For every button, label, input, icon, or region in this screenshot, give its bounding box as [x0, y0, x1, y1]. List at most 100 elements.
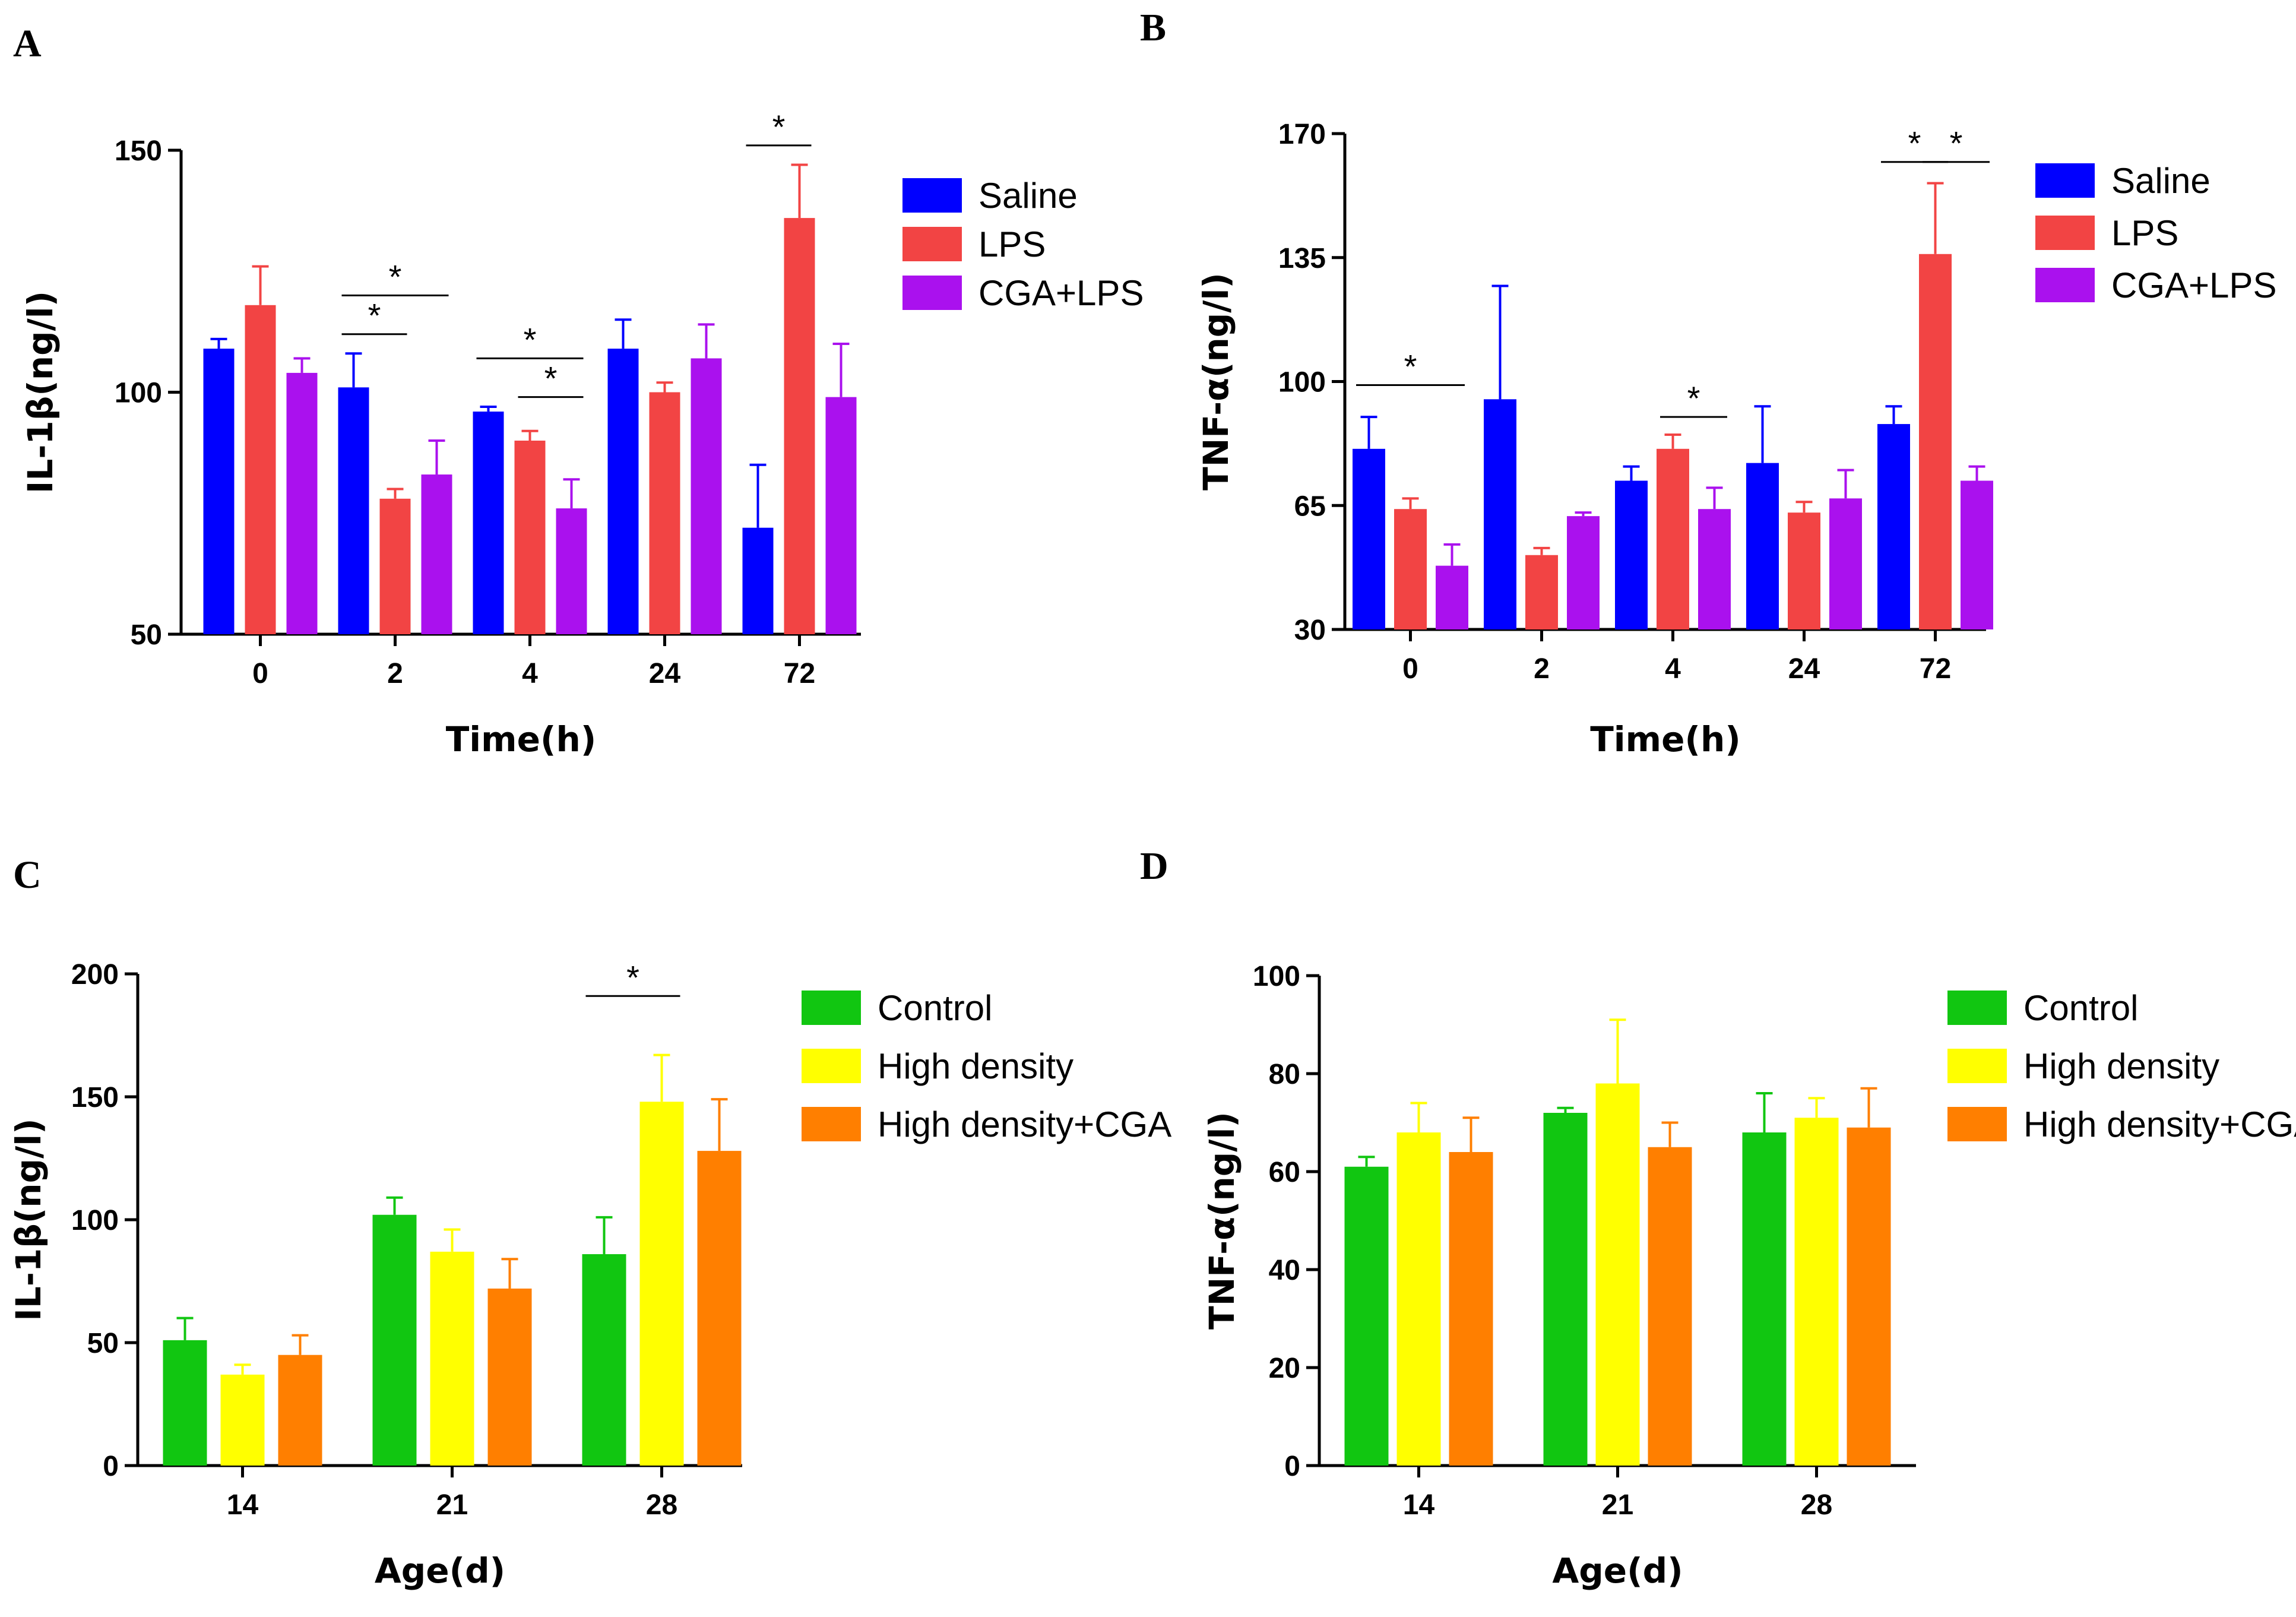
bar-lps: [514, 441, 546, 634]
legend-swatch: [1947, 991, 2007, 1025]
bar-control: [1742, 1132, 1787, 1466]
legend-swatch: [1947, 1049, 2007, 1083]
legend-swatch: [2035, 163, 2095, 198]
significance-star: *: [1908, 125, 1921, 162]
x-tick-label: 2: [1534, 653, 1550, 685]
y-tick-label: 20: [1269, 1353, 1300, 1384]
y-axis-title: TNF-α(ng/l): [1196, 273, 1236, 491]
legend-swatch: [1947, 1107, 2007, 1141]
bar-lps: [245, 305, 276, 634]
panel-letter-c: C: [13, 853, 42, 897]
bar-saline: [1615, 480, 1648, 629]
bar-control: [163, 1340, 207, 1466]
bar-saline: [1746, 463, 1779, 629]
bar-high-density-cga: [1449, 1152, 1493, 1466]
x-tick-label: 24: [1788, 653, 1820, 685]
bar-lps: [1919, 254, 1952, 629]
y-tick-label: 50: [131, 619, 162, 651]
bar-saline: [1877, 424, 1910, 629]
y-axis-title: IL-1β(ng/l): [8, 1118, 49, 1321]
legend-swatch: [902, 227, 962, 261]
x-axis-title: Age(d): [1552, 1550, 1683, 1591]
bar-high-density: [1396, 1132, 1441, 1466]
x-tick-label: 28: [646, 1489, 677, 1521]
legend-label: LPS: [2111, 213, 2178, 253]
chart-c-il1b-age: 0 50 100 150 200 14 21 28 * Age(d) IL-1β(ng/l) Cont…: [8, 958, 1171, 1591]
legend-swatch: [802, 1107, 861, 1141]
panel-letter-d: D: [1140, 844, 1168, 888]
x-tick-label: 24: [649, 658, 681, 689]
y-tick-label: 150: [71, 1082, 119, 1113]
y-tick-label: 100: [1278, 367, 1326, 398]
significance-star: *: [368, 297, 381, 334]
bar-lps: [1394, 509, 1427, 629]
significance-star: *: [1950, 125, 1963, 162]
bar-lps: [1525, 555, 1558, 629]
significance-star: *: [772, 108, 786, 145]
legend-swatch: [2035, 216, 2095, 250]
bar-saline: [473, 412, 504, 634]
legend-label: CGA+LPS: [2111, 265, 2276, 305]
legend-label: CGA+LPS: [978, 273, 1144, 313]
x-axis-title: Age(d): [375, 1550, 505, 1591]
bar-cga-lps: [556, 508, 587, 634]
bar-high-density-cga: [1648, 1147, 1692, 1466]
x-tick-label: 21: [1602, 1489, 1633, 1521]
y-tick-label: 60: [1269, 1157, 1300, 1188]
legend-label: LPS: [978, 224, 1046, 264]
legend-label: Saline: [978, 176, 1078, 216]
bar-cga-lps: [286, 372, 318, 634]
bar-saline: [1484, 399, 1516, 629]
x-tick-label: 14: [227, 1489, 259, 1521]
y-tick-label: 30: [1294, 615, 1326, 646]
significance-star: *: [1404, 347, 1417, 385]
x-tick-label: 4: [1665, 653, 1681, 685]
y-tick-label: 100: [71, 1205, 119, 1236]
y-tick-label: 0: [1284, 1451, 1300, 1482]
panel-letter-a: A: [13, 22, 42, 65]
legend-label: High density: [2023, 1046, 2219, 1086]
y-tick-label: 135: [1278, 243, 1326, 274]
bar-lps: [784, 218, 815, 635]
x-axis-title: Time(h): [1590, 719, 1741, 760]
bar-lps: [379, 498, 411, 634]
legend-label: High density: [878, 1046, 1073, 1086]
significance-star: *: [1687, 379, 1700, 417]
significance-star: *: [389, 258, 402, 296]
legend-label: Control: [2023, 988, 2138, 1028]
legend-swatch: [802, 991, 861, 1025]
bar-saline: [607, 349, 639, 634]
y-tick-label: 50: [87, 1328, 119, 1359]
legend-swatch: [2035, 268, 2095, 302]
bar-cga-lps: [1829, 498, 1862, 629]
y-tick-label: 65: [1294, 491, 1326, 522]
x-tick-label: 72: [1920, 653, 1951, 685]
legend-label: Control: [878, 988, 992, 1028]
panel-letter-b: B: [1140, 6, 1166, 49]
bar-high-density-cga: [697, 1151, 742, 1466]
bar-high-density: [1595, 1083, 1640, 1466]
chart-d-tnfa-age: 0 20 40 60 80 100 14 21 28 Age(d) TNF-α(ng/l) Contr…: [1202, 961, 2296, 1591]
x-tick-label: 14: [1403, 1489, 1435, 1521]
bar-control: [582, 1254, 626, 1466]
bar-control: [372, 1214, 417, 1466]
bar-lps: [1657, 448, 1689, 629]
bar-high-density-cga: [1847, 1127, 1891, 1466]
significance-star: *: [626, 958, 639, 996]
bar-lps: [649, 392, 680, 634]
legend-label: Saline: [2111, 161, 2211, 201]
bar-saline: [1353, 448, 1385, 629]
bar-lps: [1788, 512, 1820, 629]
legend-swatch: [902, 276, 962, 310]
bar-saline: [338, 387, 369, 634]
bar-high-density: [430, 1251, 474, 1466]
bar-saline: [742, 527, 774, 634]
y-tick-label: 40: [1269, 1255, 1300, 1286]
bar-cga-lps: [1436, 565, 1468, 629]
y-tick-label: 150: [115, 135, 162, 167]
legend-swatch: [802, 1049, 861, 1083]
legend-label: High density+CGA: [878, 1105, 1171, 1144]
y-axis-title: IL-1β(ng/l): [20, 291, 61, 493]
legend-swatch: [902, 178, 962, 213]
